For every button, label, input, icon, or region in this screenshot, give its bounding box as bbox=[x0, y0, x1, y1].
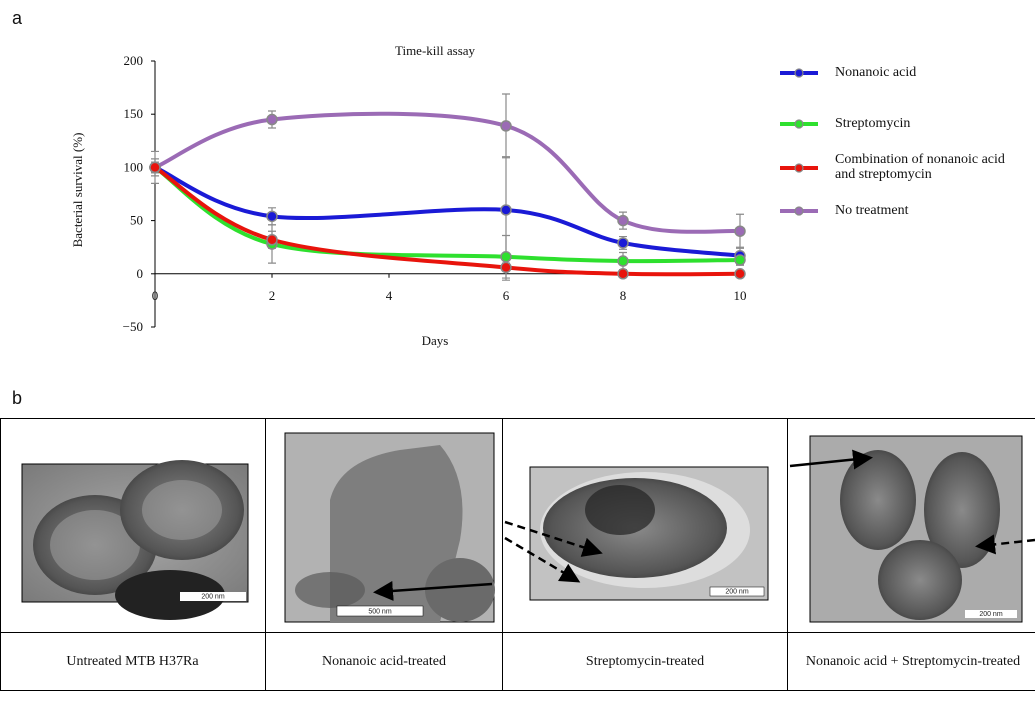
legend-label: Nonanoic acid bbox=[835, 65, 1025, 80]
x-tick-label: 10 bbox=[734, 288, 747, 303]
x-tick-label: 2 bbox=[269, 288, 276, 303]
page: a b Time-kill assay Days Bacterial survi… bbox=[0, 0, 1035, 720]
caption: Nonanoic acid-treated bbox=[266, 633, 502, 690]
caption: Untreated MTB H37Ra bbox=[0, 633, 265, 690]
y-tick-label: 0 bbox=[137, 266, 144, 281]
data-point bbox=[150, 162, 160, 172]
data-point bbox=[618, 256, 628, 266]
micrograph: 200 nm bbox=[22, 460, 248, 620]
data-point bbox=[267, 235, 277, 245]
scale-bar-label: 200 nm bbox=[725, 589, 749, 596]
y-axis-label: Bacterial survival (%) bbox=[70, 133, 85, 248]
y-tick-label: 50 bbox=[130, 213, 143, 228]
x-tick-label: 0 bbox=[152, 288, 159, 303]
data-point bbox=[267, 115, 277, 125]
data-point bbox=[501, 205, 511, 215]
legend-label: Combination of nonanoic acid and strepto… bbox=[835, 152, 1025, 182]
x-tick-label: 8 bbox=[620, 288, 627, 303]
chart: Time-kill assay Days Bacterial survival … bbox=[0, 0, 1035, 370]
data-point bbox=[267, 211, 277, 221]
data-point bbox=[735, 269, 745, 279]
micrograph: 200 nm bbox=[505, 467, 768, 600]
micrograph: 200 nm bbox=[790, 436, 1035, 622]
legend-swatch bbox=[795, 69, 803, 77]
y-tick-label: 200 bbox=[124, 53, 144, 68]
x-tick-label: 4 bbox=[386, 288, 393, 303]
legend-label: No treatment bbox=[835, 203, 1025, 218]
caption: Nonanoic acid + Streptomycin-treated bbox=[798, 633, 1028, 690]
x-axis-label: Days bbox=[422, 333, 449, 348]
data-point bbox=[735, 255, 745, 265]
scale-bar-label: 200 nm bbox=[201, 594, 225, 601]
data-point bbox=[618, 269, 628, 279]
caption: Streptomycin-treated bbox=[503, 633, 787, 690]
data-point bbox=[501, 121, 511, 131]
micrograph: 500 nm bbox=[285, 433, 495, 622]
legend-label: Streptomycin bbox=[835, 116, 1025, 131]
series-line bbox=[155, 114, 740, 232]
scale-bar-label: 200 nm bbox=[979, 611, 1003, 618]
legend-swatch bbox=[795, 164, 803, 172]
chart-title: Time-kill assay bbox=[395, 43, 476, 58]
y-tick-label: 100 bbox=[124, 159, 144, 174]
scale-bar-label: 500 nm bbox=[368, 609, 392, 616]
series-line bbox=[155, 167, 740, 255]
x-tick-label: 6 bbox=[503, 288, 510, 303]
legend-swatch bbox=[795, 120, 803, 128]
data-point bbox=[735, 226, 745, 236]
data-point bbox=[501, 252, 511, 262]
y-tick-label: 150 bbox=[124, 106, 144, 121]
data-point bbox=[501, 262, 511, 272]
series-line bbox=[155, 167, 740, 274]
y-tick-label: −50 bbox=[123, 319, 143, 334]
data-point bbox=[618, 216, 628, 226]
legend-swatch bbox=[795, 207, 803, 215]
data-point bbox=[618, 238, 628, 248]
